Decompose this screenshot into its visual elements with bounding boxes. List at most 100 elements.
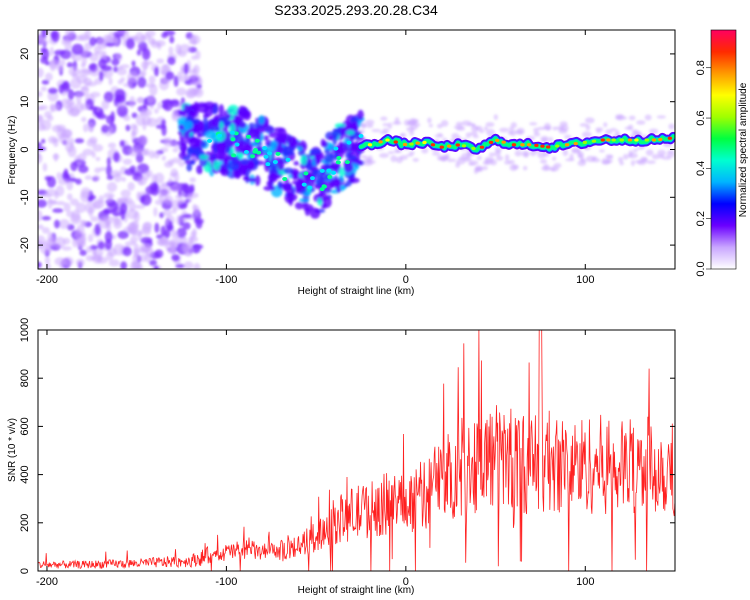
spectrogram-hotspot — [415, 141, 420, 145]
x-tick-label: -100 — [215, 274, 237, 286]
spectrogram-halo-blob — [421, 147, 429, 154]
spectrogram-halo-blob — [624, 126, 632, 130]
spectrogram-noise-blob — [164, 195, 174, 205]
spectrogram-halo-blob — [440, 120, 449, 127]
spectrogram-hotspot — [534, 143, 539, 147]
y-tick-label: 200 — [19, 514, 31, 532]
spectrogram-noise-blob — [183, 62, 189, 75]
spectrogram-halo-blob — [475, 167, 484, 173]
spectrogram-blob — [262, 125, 274, 133]
spectrogram-blob — [262, 135, 269, 141]
spectrogram-noise-blob — [38, 209, 43, 222]
spectrogram-noise-blob — [77, 240, 87, 248]
spectrogram-noise-blob — [92, 174, 101, 182]
spectrogram-noise-blob — [85, 81, 97, 87]
spectrogram-noise-blob — [46, 199, 58, 204]
spectrogram-noise-blob — [129, 96, 136, 108]
spectrogram-noise-blob — [182, 222, 191, 230]
spectrogram-noise-blob — [147, 94, 155, 104]
spectrogram-noise-blob — [94, 167, 101, 174]
spectrogram-noise-blob — [131, 60, 136, 67]
spectrogram-noise-blob — [187, 192, 199, 199]
spectrogram-halo-blob — [529, 122, 538, 126]
spectrogram-halo-blob — [636, 120, 646, 125]
y-tick-label: 20 — [19, 48, 31, 60]
spectrogram-noise-blob — [47, 87, 58, 94]
spectrogram-noise-blob — [38, 67, 44, 78]
spectrogram-noise-blob — [152, 150, 161, 159]
spectrogram-hotspot — [494, 138, 500, 142]
spectrogram-noise-blob — [125, 38, 135, 50]
chart-title: S233.2025.293.20.28.C34 — [274, 2, 438, 18]
spectrogram-halo-blob — [601, 157, 611, 165]
spectrogram-noise-blob — [143, 97, 148, 110]
spectrogram-blob — [343, 182, 348, 188]
spectrogram-halo-blob — [441, 155, 450, 160]
spectrogram-hotspot — [393, 140, 398, 144]
spectrogram-halo-blob — [482, 160, 490, 165]
spectrogram-halo-blob — [533, 132, 541, 137]
spectrogram-halo-blob — [393, 149, 400, 154]
spectrogram-hotspot — [217, 133, 223, 138]
spectrogram-noise-blob — [127, 71, 139, 84]
spectrogram-noise-blob — [75, 202, 87, 214]
spectrogram-hotspot — [667, 136, 673, 140]
x-tick-label: -200 — [36, 576, 58, 588]
spectrogram-noise-blob — [140, 242, 151, 253]
spectrogram-noise-blob — [114, 88, 126, 101]
spectrogram-noise-blob — [108, 77, 113, 86]
spectrogram-noise-blob — [99, 50, 105, 61]
spectrogram-noise-blob — [87, 196, 94, 202]
spectrogram-hotspot — [327, 174, 333, 179]
spectrogram-hotspot — [285, 157, 291, 162]
spectrogram-noise-blob — [174, 231, 180, 239]
y-tick-label: -10 — [19, 189, 31, 205]
spectrogram-noise-blob — [64, 34, 74, 43]
spectrogram-hotspot — [455, 143, 461, 147]
spectrogram-blob — [294, 182, 300, 194]
spectrogram-hotspot — [564, 143, 570, 147]
spectrogram-noise-blob — [140, 194, 152, 206]
spectrogram-blob — [329, 152, 334, 159]
spectrogram-hotspot — [402, 142, 408, 147]
spectrogram-blob — [249, 161, 256, 169]
spectrogram-blob — [284, 145, 289, 157]
spectrogram-noise-blob — [57, 178, 69, 185]
spectrogram-halo-blob — [522, 165, 528, 171]
spectrogram-blob — [268, 131, 279, 138]
spectrogram-blob — [322, 196, 332, 208]
x-tick-label: 100 — [576, 576, 594, 588]
spectrogram-noise-blob — [82, 148, 94, 156]
spectrogram-halo-blob — [363, 157, 372, 163]
spectrogram-noise-blob — [79, 249, 87, 256]
spectrogram-noise-blob — [187, 74, 198, 80]
spectrogram-hotspot — [346, 140, 352, 145]
spectrogram-blob — [219, 121, 224, 130]
spectrogram-hotspot — [282, 176, 288, 181]
spectrogram-blob — [248, 122, 256, 129]
spectrogram-noise-blob — [192, 228, 197, 237]
spectrogram-blob — [337, 142, 349, 154]
spectrogram-hotspot — [461, 144, 467, 148]
spectrogram-halo-blob — [603, 122, 608, 128]
y-tick-label: 1000 — [19, 318, 31, 342]
spectrogram-noise-blob — [87, 234, 94, 243]
spectrogram-noise-blob — [127, 182, 135, 191]
spectrogram-blob — [343, 162, 354, 173]
spectrogram-noise-blob — [123, 114, 131, 122]
spectrogram-blob — [315, 175, 324, 187]
spectrogram-hotspot — [233, 131, 239, 136]
colorbar: 0.0 0.2 0.4 0.6 0.8 Normalized spectral ampl… — [695, 29, 749, 277]
spectrogram-halo-blob — [407, 120, 417, 126]
spectrogram-noise-blob — [167, 159, 174, 166]
spectrogram-noise-blob — [172, 147, 179, 153]
spectrogram-noise-blob — [136, 149, 149, 156]
spectrogram-blob — [209, 126, 220, 132]
spectrogram-noise-blob — [149, 182, 159, 191]
spectrogram-halo-blob — [504, 154, 510, 161]
spectrogram-noise-blob — [42, 162, 48, 172]
spectrogram-noise-blob — [183, 261, 194, 269]
spectrogram-blob — [350, 121, 359, 133]
spectrogram-hotspot — [501, 140, 506, 144]
